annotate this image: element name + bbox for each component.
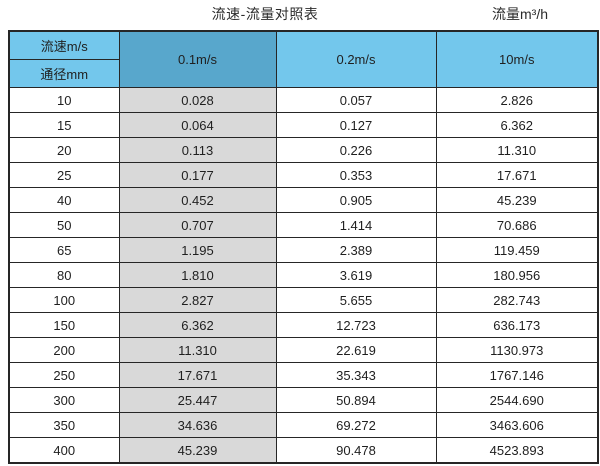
diameter-cell: 40 — [8, 187, 120, 213]
flow-10-cell: 70.686 — [435, 212, 599, 238]
flow-0-2-cell: 0.127 — [275, 112, 437, 138]
column-header-10ms: 10m/s — [435, 30, 599, 88]
table-row: 400 45.239 90.478 4523.893 — [8, 437, 599, 464]
flow-10-cell: 119.459 — [435, 237, 599, 263]
table-row: 150 6.362 12.723 636.173 — [8, 312, 599, 338]
diameter-cell: 80 — [8, 262, 120, 288]
flow-0-1-cell: 0.177 — [118, 162, 277, 188]
flow-0-2-cell: 0.905 — [275, 187, 437, 213]
flow-10-cell: 636.173 — [435, 312, 599, 338]
flow-10-cell: 4523.893 — [435, 437, 599, 464]
flow-0-1-cell: 34.636 — [118, 412, 277, 438]
flow-0-2-cell: 50.894 — [275, 387, 437, 413]
diameter-cell: 400 — [8, 437, 120, 464]
diameter-cell: 250 — [8, 362, 120, 388]
diameter-cell: 300 — [8, 387, 120, 413]
flow-10-cell: 282.743 — [435, 287, 599, 313]
diameter-cell: 50 — [8, 212, 120, 238]
flow-0-2-cell: 0.353 — [275, 162, 437, 188]
flow-0-1-cell: 0.028 — [118, 87, 277, 113]
flow-0-2-cell: 90.478 — [275, 437, 437, 464]
flow-0-2-cell: 35.343 — [275, 362, 437, 388]
flow-0-2-cell: 1.414 — [275, 212, 437, 238]
flow-0-2-cell: 5.655 — [275, 287, 437, 313]
flow-10-cell: 180.956 — [435, 262, 599, 288]
header-row-top: 流速m/s 0.1m/s 0.2m/s 10m/s — [8, 30, 599, 88]
diameter-cell: 20 — [8, 137, 120, 163]
flow-10-cell: 2544.690 — [435, 387, 599, 413]
table-row: 40 0.452 0.905 45.239 — [8, 187, 599, 213]
diameter-cell: 100 — [8, 287, 120, 313]
table-row: 200 11.310 22.619 1130.973 — [8, 337, 599, 363]
diameter-cell: 150 — [8, 312, 120, 338]
flow-0-2-cell: 2.389 — [275, 237, 437, 263]
diameter-cell: 15 — [8, 112, 120, 138]
flow-0-2-cell: 0.057 — [275, 87, 437, 113]
diameter-header-cell: 通径mm — [8, 59, 120, 88]
flow-10-cell: 45.239 — [435, 187, 599, 213]
flow-10-cell: 2.826 — [435, 87, 599, 113]
diameter-cell: 25 — [8, 162, 120, 188]
table-row: 100 2.827 5.655 282.743 — [8, 287, 599, 313]
flow-0-1-cell: 2.827 — [118, 287, 277, 313]
flow-0-1-cell: 45.239 — [118, 437, 277, 464]
velocity-header-cell: 流速m/s — [8, 30, 120, 60]
flow-rate-table: 流速m/s 0.1m/s 0.2m/s 10m/s 通径mm 10 0.028 0.… — [8, 30, 599, 464]
table-row: 250 17.671 35.343 1767.146 — [8, 362, 599, 388]
table-row: 10 0.028 0.057 2.826 — [8, 87, 599, 113]
flow-0-1-cell: 25.447 — [118, 387, 277, 413]
diameter-cell: 200 — [8, 337, 120, 363]
flow-0-1-cell: 11.310 — [118, 337, 277, 363]
flow-0-1-cell: 17.671 — [118, 362, 277, 388]
flow-unit-label: 流量m³/h — [492, 6, 548, 22]
page-title: 流速-流量对照表 — [211, 6, 319, 22]
table-row: 300 25.447 50.894 2544.690 — [8, 387, 599, 413]
flow-0-1-cell: 1.195 — [118, 237, 277, 263]
diameter-cell: 350 — [8, 412, 120, 438]
diameter-cell: 65 — [8, 237, 120, 263]
table-header: 流速m/s 0.1m/s 0.2m/s 10m/s 通径mm — [8, 30, 599, 88]
table-row: 65 1.195 2.389 119.459 — [8, 237, 599, 263]
diameter-cell: 10 — [8, 87, 120, 113]
flow-0-2-cell: 0.226 — [275, 137, 437, 163]
flow-10-cell: 1130.973 — [435, 337, 599, 363]
flow-0-1-cell: 6.362 — [118, 312, 277, 338]
flow-0-1-cell: 0.707 — [118, 212, 277, 238]
flow-0-1-cell: 0.113 — [118, 137, 277, 163]
flow-0-1-cell: 0.452 — [118, 187, 277, 213]
table-body: 10 0.028 0.057 2.826 15 0.064 0.127 6.362 20 0.11… — [8, 87, 599, 464]
flow-10-cell: 6.362 — [435, 112, 599, 138]
flow-0-2-cell: 22.619 — [275, 337, 437, 363]
flow-0-2-cell: 12.723 — [275, 312, 437, 338]
flow-0-2-cell: 3.619 — [275, 262, 437, 288]
flow-10-cell: 11.310 — [435, 137, 599, 163]
header-row-bottom: 通径mm — [8, 59, 598, 88]
flow-10-cell: 17.671 — [435, 162, 599, 188]
column-header-0-2ms: 0.2m/s — [275, 30, 437, 88]
flow-0-1-cell: 0.064 — [118, 112, 277, 138]
flow-10-cell: 3463.606 — [435, 412, 599, 438]
table-row: 25 0.177 0.353 17.671 — [8, 162, 599, 188]
table-row: 20 0.113 0.226 11.310 — [8, 137, 599, 163]
table-row: 15 0.064 0.127 6.362 — [8, 112, 599, 138]
flow-10-cell: 1767.146 — [435, 362, 599, 388]
table-row: 80 1.810 3.619 180.956 — [8, 262, 599, 288]
column-header-0-1ms: 0.1m/s — [118, 30, 277, 88]
table-row: 350 34.636 69.272 3463.606 — [8, 412, 599, 438]
table-row: 50 0.707 1.414 70.686 — [8, 212, 599, 238]
flow-0-2-cell: 69.272 — [275, 412, 437, 438]
flow-0-1-cell: 1.810 — [118, 262, 277, 288]
